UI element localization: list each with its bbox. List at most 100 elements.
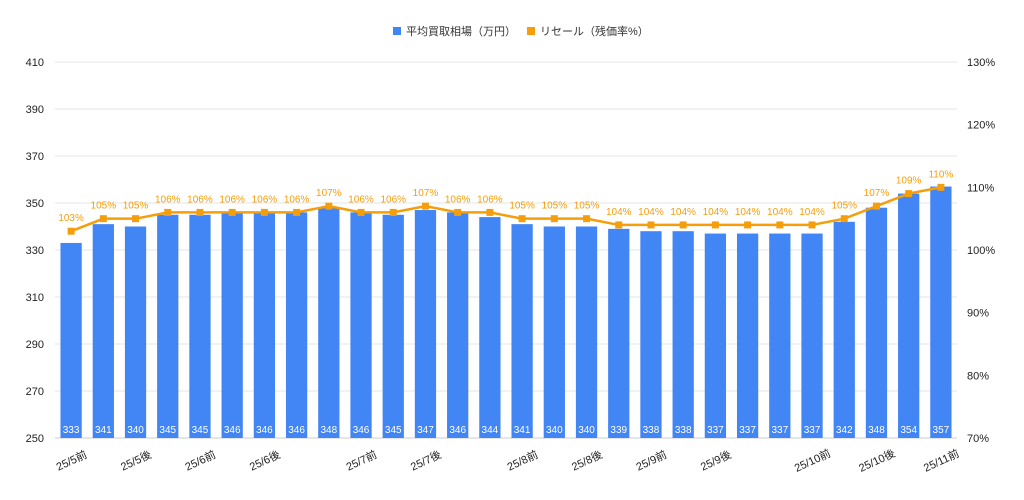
line-data-label: 104%: [767, 207, 793, 218]
left-tick-label: 410: [26, 57, 44, 69]
bar: [769, 233, 791, 438]
line-data-label: 107%: [316, 188, 342, 199]
x-tick-label: 25/10前: [792, 446, 833, 475]
line-data-label: 104%: [638, 207, 664, 218]
line-data-label: 105%: [574, 201, 600, 212]
x-tick-label: 25/6前: [183, 447, 218, 473]
line-data-label: 104%: [799, 207, 825, 218]
line-data-label: 106%: [445, 194, 471, 205]
x-tick-label: 25/9前: [634, 447, 669, 473]
line-data-label: 107%: [413, 188, 439, 199]
line-data-label: 106%: [380, 194, 406, 205]
bar-data-label: 348: [868, 425, 885, 436]
left-tick-label: 290: [26, 339, 44, 351]
line-data-label: 106%: [284, 194, 310, 205]
bar: [350, 212, 372, 438]
bar: [833, 221, 855, 438]
line-point: [647, 221, 655, 229]
legend-swatch-line: [527, 27, 535, 35]
x-tick-label: 25/11前: [921, 446, 961, 475]
bar: [865, 207, 888, 438]
line-point: [518, 215, 526, 223]
bar: [189, 214, 211, 438]
x-tick-label: 25/10後: [856, 446, 897, 475]
left-tick-label: 270: [26, 386, 44, 398]
bar: [92, 224, 114, 438]
right-tick-label: 80%: [967, 370, 989, 382]
line-data-label: 105%: [123, 201, 149, 212]
bar-data-label: 337: [771, 425, 788, 436]
bar-data-label: 341: [95, 425, 112, 436]
bar: [930, 186, 952, 438]
line-point: [744, 221, 752, 229]
line-data-label: 105%: [831, 201, 857, 212]
line-data-label: 109%: [896, 176, 922, 187]
line-point: [679, 221, 687, 229]
line-point: [389, 208, 397, 216]
bar-data-label: 347: [417, 425, 434, 436]
line-point: [228, 208, 236, 216]
line-data-label: 104%: [670, 207, 696, 218]
line-series: 103% 105% 105% 106% 106% 106% 106% 106% 107% 106%…: [58, 169, 953, 235]
line-data-label: 110%: [928, 169, 953, 180]
bar-data-label: 348: [320, 425, 337, 436]
bar-data-label: 337: [707, 425, 724, 436]
bar-data-label: 345: [159, 425, 176, 436]
line-point: [615, 221, 623, 229]
bar: [640, 231, 662, 438]
line-data-label: 105%: [542, 201, 568, 212]
bar-data-label: 337: [739, 425, 756, 436]
line-point: [132, 215, 140, 223]
left-tick-label: 390: [26, 104, 44, 116]
bar: [736, 233, 759, 438]
bar: [543, 226, 565, 438]
bar: [672, 231, 694, 438]
line-point: [583, 215, 591, 223]
left-tick-label: 250: [26, 433, 44, 445]
bar-data-label: 346: [288, 425, 305, 436]
legend: 平均買取相場（万円） リセール（残価率%）: [393, 24, 649, 38]
bar-data-label: 346: [353, 425, 370, 436]
line-point: [808, 221, 816, 229]
line-data-label: 106%: [187, 194, 213, 205]
bar-data-label: 354: [900, 425, 917, 436]
line-point: [421, 202, 429, 210]
bar-data-label: 333: [63, 425, 80, 436]
right-tick-label: 70%: [967, 433, 989, 445]
line-path: [70, 186, 942, 233]
legend-label-bars: 平均買取相場（万円）: [406, 25, 516, 38]
x-tick-label: 25/6後: [247, 447, 282, 473]
line-data-label: 105%: [91, 201, 117, 212]
x-tick-label: 25/5前: [54, 447, 89, 473]
line-point: [325, 202, 333, 210]
bar: [60, 242, 82, 438]
line-point: [293, 208, 301, 216]
bar-data-label: 340: [127, 425, 144, 436]
x-tick-label: 25/5後: [118, 447, 153, 473]
bar: [479, 217, 501, 438]
line-data-label: 106%: [155, 194, 181, 205]
left-tick-label: 370: [26, 151, 44, 163]
line-point: [840, 215, 848, 223]
bar: [898, 193, 920, 438]
legend-label-line: リセール（残価率%）: [540, 24, 649, 38]
line-point: [486, 208, 494, 216]
right-tick-label: 110%: [967, 182, 995, 194]
line-point: [872, 202, 880, 210]
bar-data-label: 342: [836, 425, 853, 436]
bar: [382, 214, 404, 438]
bar-data-label: 346: [224, 425, 241, 436]
bar: [511, 224, 533, 438]
line-point: [550, 215, 558, 223]
line-point: [454, 208, 462, 216]
bar: [801, 233, 823, 438]
bar-data-label: 339: [610, 425, 627, 436]
bar-data-label: 340: [578, 425, 595, 436]
bar-data-label: 345: [192, 425, 209, 436]
left-tick-label: 310: [26, 292, 44, 304]
right-tick-label: 120%: [967, 120, 995, 132]
bar: [285, 212, 308, 438]
bar-series: 333 341 340 345 345 346 346 346 348 346 345 347 346 3…: [60, 186, 952, 438]
line-data-label: 104%: [735, 207, 761, 218]
